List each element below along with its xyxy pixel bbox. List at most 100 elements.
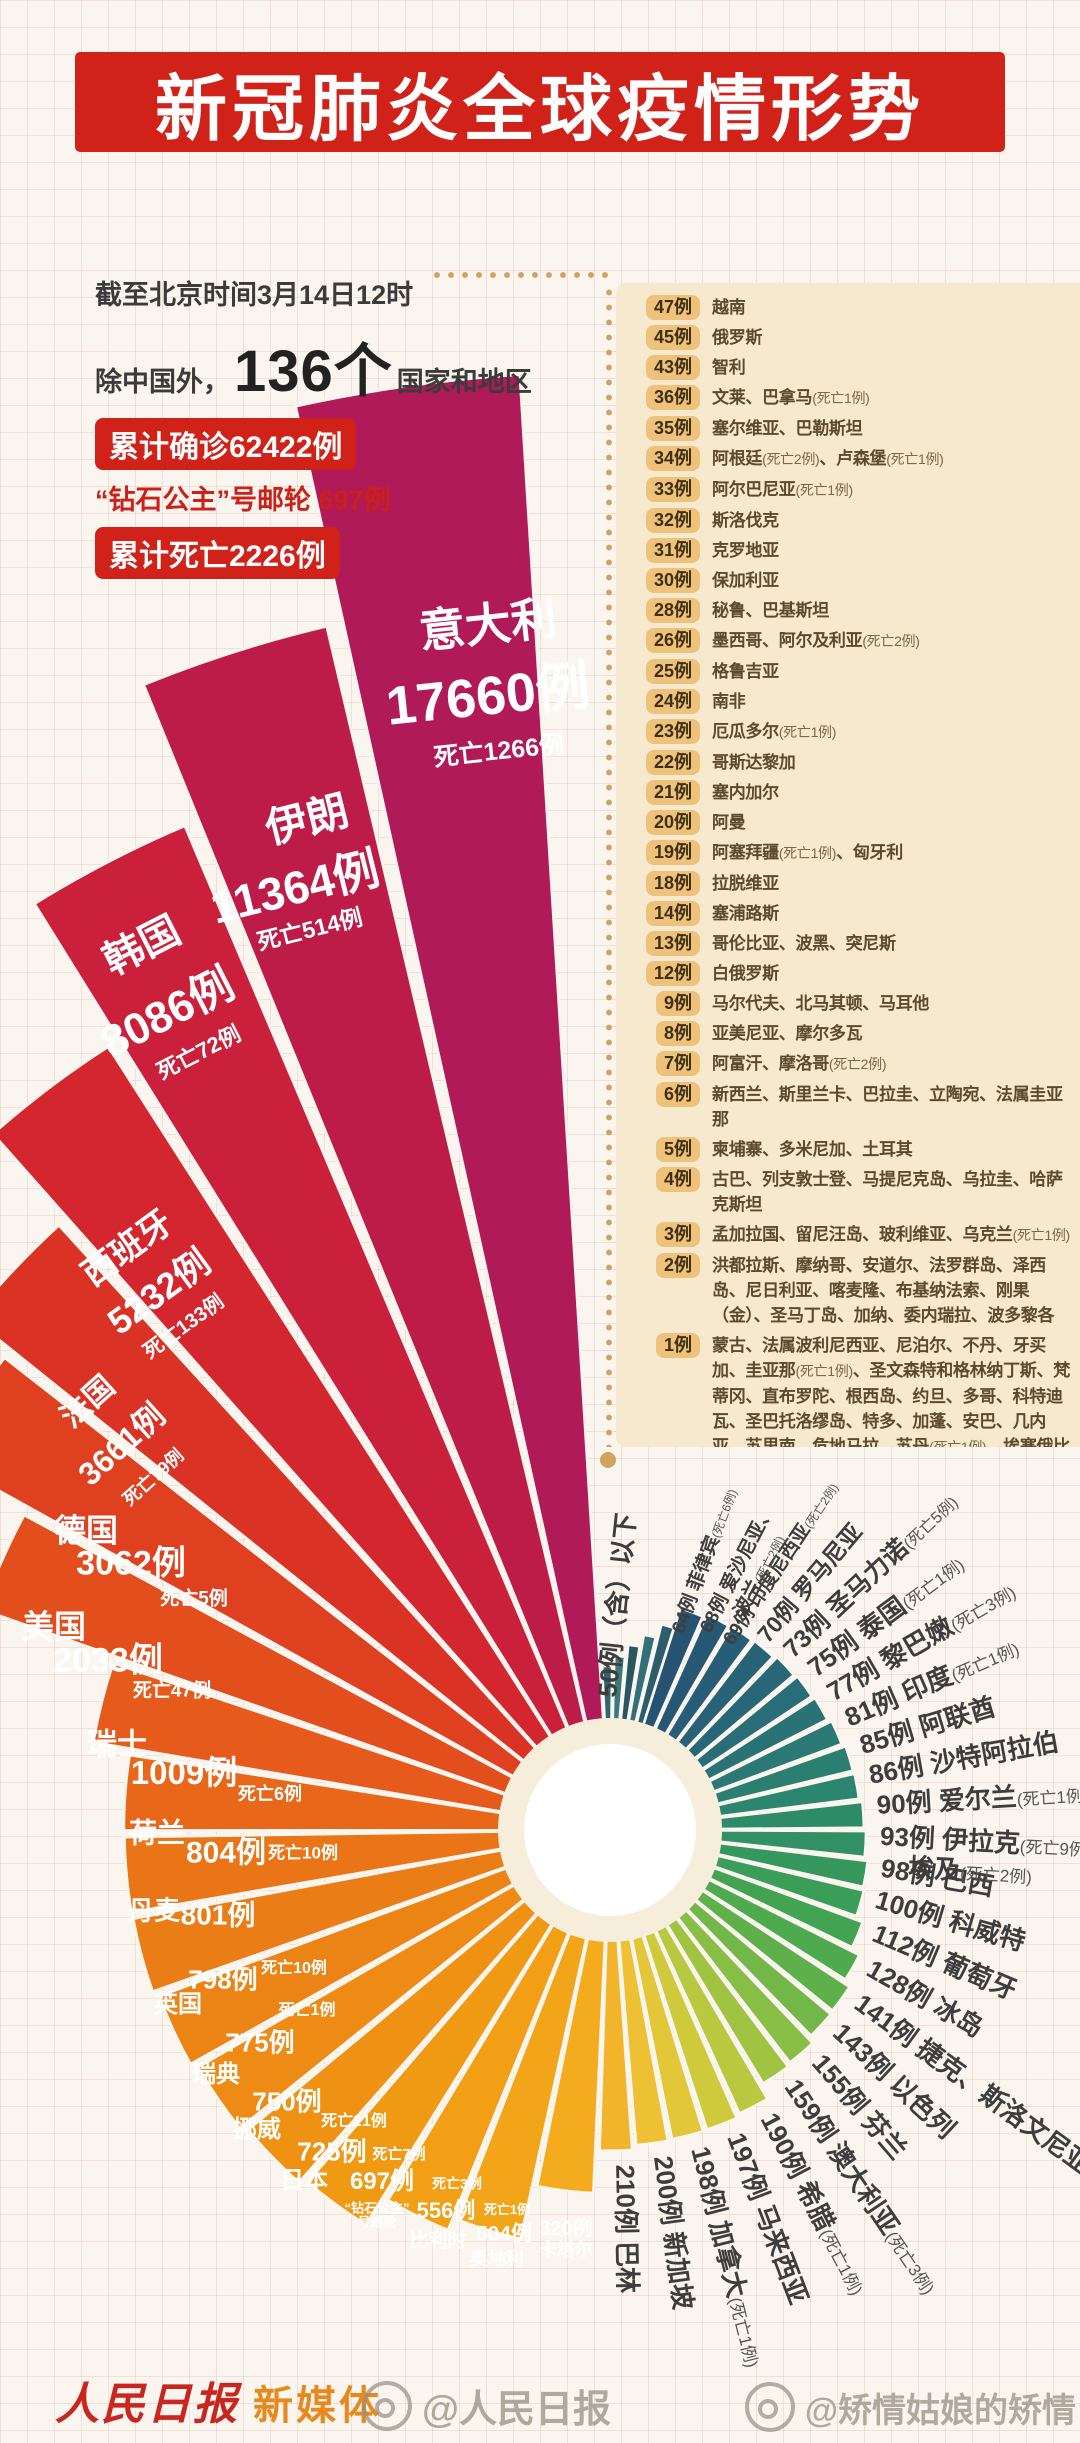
watermark-center: @人民日报 xyxy=(362,2378,611,2433)
country-names: 孟加拉国、留尼汪岛、玻利维亚、乌克兰(死亡1例) xyxy=(712,1225,1070,1244)
publisher-suffix: 新媒体 xyxy=(253,2384,382,2428)
list-item: 22例 哥斯达黎加 xyxy=(628,750,1074,775)
wedge-country-label: 卡塔尔 xyxy=(539,2240,593,2261)
case-count-badge: 4例 xyxy=(655,1167,700,1192)
case-count-badge: 6例 xyxy=(655,1082,700,1107)
case-count-badge: 24例 xyxy=(645,689,700,714)
case-count-badge: 5例 xyxy=(655,1137,700,1162)
list-item: 45例 俄罗斯 xyxy=(628,325,1074,350)
wedge-country-label: 德国 xyxy=(53,1512,119,1549)
case-count-badge: 45例 xyxy=(645,325,700,350)
list-item: 3例 孟加拉国、留尼汪岛、玻利维亚、乌克兰(死亡1例) xyxy=(628,1222,1074,1248)
country-names: 格鲁吉亚 xyxy=(712,662,779,681)
outside-china-label: 除中国外， xyxy=(95,367,230,397)
confirmed-total-badge: 累计确诊62422例 xyxy=(95,418,357,470)
wedge-cases-label: 775例 xyxy=(225,2027,295,2058)
wedge-cases-label: 556例 xyxy=(416,2197,476,2223)
wedge-country-label: 奥地利 xyxy=(470,2249,524,2270)
list-item: 33例 阿尔巴尼亚(死亡1例) xyxy=(628,477,1074,503)
case-count-badge: 18例 xyxy=(645,871,700,896)
radial-country-label: 200例 新加坡 xyxy=(648,2154,698,2311)
case-count-badge: 36例 xyxy=(645,385,700,410)
fan-wedge xyxy=(305,1829,612,2227)
list-item: 6例 新西兰、斯里兰卡、巴拉圭、立陶宛、法属圭亚那 xyxy=(628,1082,1074,1132)
country-names: 拉脱维亚 xyxy=(712,874,779,893)
country-names: 克罗地亚 xyxy=(712,541,779,560)
countries-count-line: 除中国外， 136个 国家和地区 xyxy=(95,324,575,408)
case-count-badge: 13例 xyxy=(645,931,700,956)
case-count-badge: 8例 xyxy=(655,1021,700,1046)
list-item: 47例 越南 xyxy=(628,295,1074,320)
list-item: 9例 马尔代夫、北马其顿、马耳他 xyxy=(628,991,1074,1016)
list-item: 4例 古巴、列支敦士登、马提尼克岛、乌拉圭、哈萨克斯坦 xyxy=(628,1167,1074,1217)
page-title: 新冠肺炎全球疫情形势 xyxy=(154,69,925,150)
country-names: 保加利亚 xyxy=(712,571,779,590)
case-count-badge: 22例 xyxy=(645,750,700,775)
publisher-name: 人民日报 xyxy=(55,2380,239,2429)
list-item: 20例 阿曼 xyxy=(628,810,1074,835)
wedge-country-label: 瑞士 xyxy=(87,1728,147,1762)
country-names: 哥伦比亚、波黑、突尼斯 xyxy=(712,934,896,953)
wedge-deaths-label: 死亡3例 xyxy=(432,2175,482,2192)
title-banner: 新冠肺炎全球疫情形势 xyxy=(75,52,1005,152)
case-count-badge: 35例 xyxy=(645,416,700,441)
watermark-center-text: @人民日报 xyxy=(422,2389,612,2431)
list-item: 5例 柬埔寨、多米尼加、土耳其 xyxy=(628,1137,1074,1162)
wedge-country-label: 荷兰 xyxy=(128,1817,186,1849)
dotted-line-end-dot xyxy=(600,1452,616,1468)
fan-wedge xyxy=(131,1828,611,1994)
case-count-badge: 47例 xyxy=(645,295,700,320)
cases-list-panel: 47例 越南 45例 俄罗斯 43例 智利 36例 文莱、巴拿马(死亡1例) 35例 塞尔维亚、巴… xyxy=(616,283,1080,1447)
wedge-country-label: 比利时 xyxy=(409,2230,467,2252)
wedge-deaths-label: 死亡47例 xyxy=(132,1680,212,1702)
list-item: 23例 厄瓜多尔(死亡1例) xyxy=(628,719,1074,745)
fan-wedge xyxy=(0,1223,611,1831)
case-count-badge: 2例 xyxy=(655,1253,700,1278)
wedge-cases-label: 798例 xyxy=(188,1964,258,1995)
list-item: 36例 文莱、巴拿马(死亡1例) xyxy=(628,385,1074,411)
country-names: 斯洛伐克 xyxy=(712,511,779,530)
wedge-deaths-label: 死亡6例 xyxy=(237,1784,303,1805)
case-count-badge: 32例 xyxy=(645,508,700,533)
country-names: 马尔代夫、北马其顿、马耳他 xyxy=(712,994,930,1013)
case-count-badge: 34例 xyxy=(645,446,700,471)
wedge-cases-label: 697例 xyxy=(349,2167,415,2195)
summary-stats: 截至北京时间3月14日12时 除中国外， 136个 国家和地区 累计确诊6242… xyxy=(95,278,575,579)
list-item: 1例 蒙古、法属波利尼西亚、尼泊尔、不丹、牙买加、圭亚那(死亡1例)、圣文森特和格… xyxy=(628,1333,1074,1447)
wedge-cases-label: 2033例 xyxy=(53,1641,163,1680)
country-names: 越南 xyxy=(712,298,746,317)
wedge-cases-label: 804例 xyxy=(185,1836,267,1870)
list-item: 31例 克罗地亚 xyxy=(628,538,1074,563)
country-names: 阿富汗、摩洛哥(死亡2例) xyxy=(712,1054,887,1073)
list-item: 2例 洪都拉斯、摩纳哥、安道尔、法罗群岛、泽西岛、尼日利亚、喀麦隆、布基纳法索、刚… xyxy=(628,1253,1074,1328)
wedge-country-label: “钻石公主” 号邮轮 xyxy=(344,2200,410,2230)
fan-wedge xyxy=(157,1828,611,2066)
wedge-deaths-label: 死亡5例 xyxy=(160,1588,228,1610)
country-names: 哥斯达黎加 xyxy=(712,753,796,772)
wedge-deaths-label: 死亡7例 xyxy=(372,2145,426,2163)
deaths-total-badge: 累计死亡2226例 xyxy=(95,527,340,579)
case-count-badge: 20例 xyxy=(645,810,700,835)
wedge-country-label: 英国 xyxy=(154,1990,202,2018)
case-count-badge: 3例 xyxy=(655,1222,700,1247)
list-item: 13例 哥伦比亚、波黑、突尼斯 xyxy=(628,931,1074,956)
fan-wedge xyxy=(91,1661,611,1832)
list-item: 8例 亚美尼亚、摩尔多瓦 xyxy=(628,1021,1074,1046)
fan-center-hole xyxy=(524,1744,696,1916)
fan-wedge xyxy=(32,824,612,1831)
wedge-country-label: 瑞典 xyxy=(192,2060,240,2088)
cases-list-rows: 47例 越南 45例 俄罗斯 43例 智利 36例 文莱、巴拿马(死亡1例) 35例 塞尔维亚、巴… xyxy=(628,295,1074,1447)
case-count-badge: 9例 xyxy=(655,991,700,1016)
country-names: 塞浦路斯 xyxy=(712,904,779,923)
country-names: 厄瓜多尔(死亡1例) xyxy=(712,722,837,741)
country-names: 俄罗斯 xyxy=(712,328,763,347)
case-count-badge: 28例 xyxy=(645,598,700,623)
country-names: 洪都拉斯、摩纳哥、安道尔、法罗群岛、泽西岛、尼日利亚、喀麦隆、布基纳法索、刚果（… xyxy=(712,1256,1055,1325)
case-count-badge: 12例 xyxy=(645,961,700,986)
country-names: 新西兰、斯里兰卡、巴拉圭、立陶宛、法属圭亚那 xyxy=(712,1085,1063,1129)
weibo-icon xyxy=(362,2380,412,2431)
list-item: 21例 塞内加尔 xyxy=(628,780,1074,805)
fan-wedge xyxy=(122,1753,611,1832)
